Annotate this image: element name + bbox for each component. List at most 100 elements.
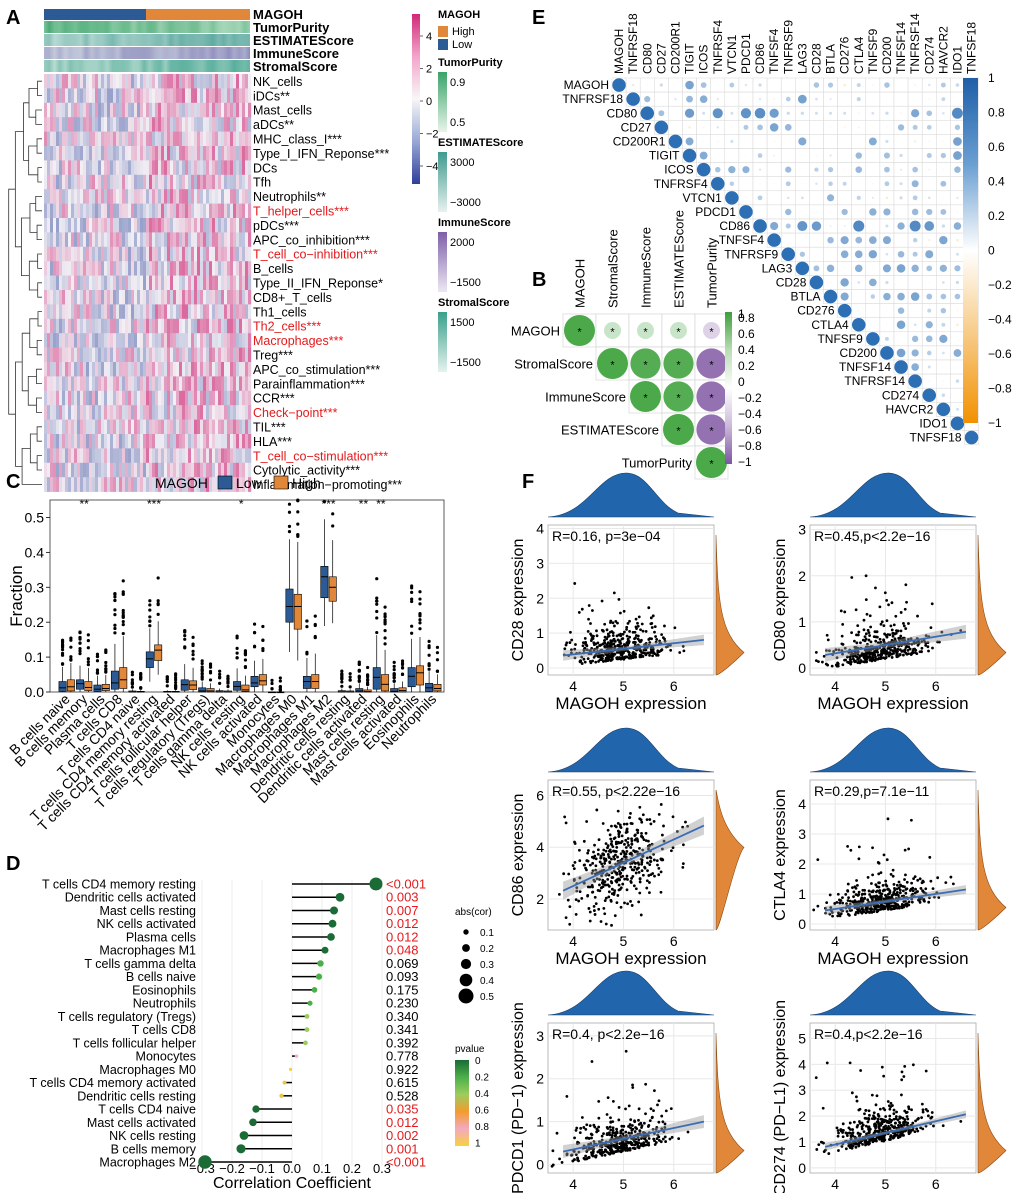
heatmap-cell (173, 232, 177, 248)
box-low (302, 675, 311, 689)
heatmap-cell (110, 304, 114, 320)
corr-point (857, 211, 860, 213)
scatter-point (587, 907, 591, 910)
outlier (174, 683, 178, 687)
y-tick-label: 0.4 (25, 544, 45, 560)
heatmap-cell (107, 189, 111, 204)
outlier (418, 597, 422, 601)
heatmap-cell (50, 218, 54, 233)
row-label-estimatescore: ESTIMATEScore (561, 423, 659, 438)
heatmap-cell (224, 347, 228, 363)
heatmap-cell (149, 434, 153, 449)
legend-title-magoh: MAGOH (438, 9, 480, 21)
heatmap-cell (110, 117, 114, 132)
scatter-point (622, 651, 625, 655)
heatmap-cell (182, 419, 186, 435)
scatter-point (587, 849, 590, 852)
scatter-point (600, 599, 604, 603)
scatter-point (646, 861, 649, 865)
heatmap-cell (116, 117, 120, 132)
heatmap-cell (119, 333, 123, 348)
heatmap-cell (110, 462, 114, 478)
heatmap-cell (233, 405, 237, 420)
heatmap-cell (149, 146, 153, 161)
scatter-point (626, 640, 630, 644)
heatmap-cell (239, 333, 243, 348)
heatmap-cell (56, 448, 60, 464)
heatmap-cell (188, 477, 192, 492)
corr-point (660, 98, 663, 101)
heatmap-cell (98, 203, 102, 219)
y-tick-label: 0.1 (25, 649, 45, 665)
heatmap-cell (83, 462, 87, 478)
heatmap-cell (131, 131, 135, 147)
heatmap-cell (47, 174, 51, 190)
annotation-stromalscore (44, 60, 250, 72)
heatmap-cell (62, 203, 66, 219)
box-low (425, 682, 434, 692)
heatmap-cell (62, 347, 66, 363)
colorbar-b-tick: 1 (738, 307, 745, 321)
scatter-point (855, 633, 858, 637)
heatmap-cell (89, 232, 93, 248)
heatmap-cell (101, 117, 105, 132)
heatmap-cell (56, 419, 60, 435)
outlier (191, 657, 195, 661)
lollipop-point (307, 1000, 313, 1006)
heatmap-cell (221, 333, 225, 348)
heatmap-cell (227, 362, 231, 377)
corr-point (637, 322, 654, 339)
heatmap-cell (245, 405, 249, 420)
heatmap-cell (89, 390, 93, 406)
heatmap-cell (197, 347, 201, 363)
corr-point (798, 137, 807, 146)
heatmap-cell (152, 390, 156, 406)
heatmap-cell (71, 146, 75, 161)
heatmap-cell (200, 189, 204, 204)
heatmap-cell (80, 304, 84, 320)
heatmap-cell (218, 146, 222, 161)
heatmap-cell (149, 261, 153, 276)
corr-point (914, 281, 917, 284)
heatmap-cell (119, 347, 123, 363)
heatmap-cell (239, 174, 243, 190)
heatmap-cell (116, 146, 120, 161)
heatmap-cell (215, 203, 219, 219)
row-label-cd80: CD80 (607, 106, 638, 120)
heatmap-cell (152, 477, 156, 492)
heatmap-cell (179, 275, 183, 291)
corr-point (840, 250, 849, 259)
corr-point (769, 108, 779, 118)
legend-color-label: 0.2 (475, 1073, 489, 1084)
heatmap-cell (200, 290, 204, 305)
scatter-point (814, 650, 818, 654)
heatmap-cell (104, 218, 108, 233)
row-label-tumorpurity: TumorPurity (622, 456, 693, 471)
scatter-point (608, 655, 612, 659)
heatmap-cell (71, 232, 75, 248)
heatmap-cell (191, 376, 195, 392)
heatmap-cell (185, 419, 189, 435)
outlier (86, 639, 90, 643)
heatmap-cell (137, 246, 141, 262)
heatmap-cell (128, 462, 132, 478)
column-label-tnfrsf18: TNFRSF18 (626, 13, 640, 74)
heatmap-cell (185, 131, 189, 147)
outlier (86, 646, 90, 650)
heatmap-cell (149, 160, 153, 176)
heatmap-cell (83, 347, 87, 363)
scatter-point (681, 644, 685, 648)
heatmap-cell (248, 275, 252, 291)
heatmap-cell (158, 362, 162, 377)
y-tick-label: 4 (798, 796, 806, 812)
corr-point (626, 92, 640, 106)
x-tick-label: 6 (932, 933, 940, 949)
heatmap-cell (116, 362, 120, 377)
column-label-havcr2: HAVCR2 (936, 26, 950, 74)
row-label-25: HLA*** (253, 435, 292, 449)
annotation-magoh-low (44, 9, 146, 20)
heatmap-cell (50, 419, 54, 435)
heatmap-cell (140, 131, 144, 147)
scatter-point (621, 874, 625, 878)
